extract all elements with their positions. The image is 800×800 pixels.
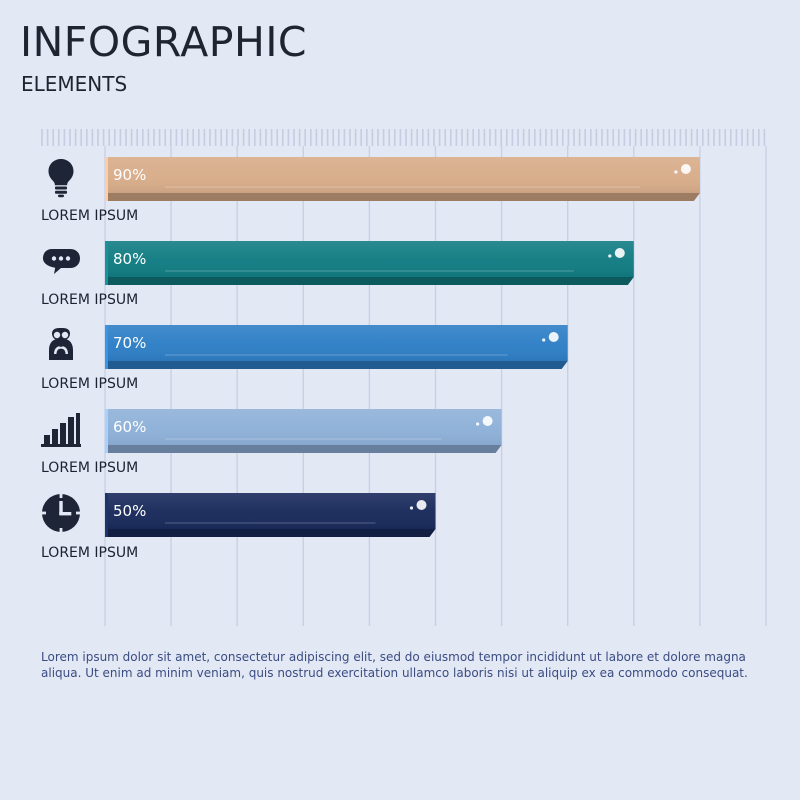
bar-edge — [105, 409, 108, 453]
bar-dot — [614, 248, 625, 258]
bar-bevel — [105, 529, 436, 537]
bar-group: 60% — [105, 409, 502, 453]
category-label: LOREM IPSUM — [41, 208, 139, 224]
bar-gloss — [105, 325, 568, 361]
bar-dot-small — [409, 506, 414, 510]
bar-dot — [416, 500, 427, 510]
category-label: LOREM IPSUM — [41, 545, 139, 561]
bar-bevel — [105, 361, 568, 369]
chat-bubble-icon — [40, 241, 82, 283]
infographic-title: INFOGRAPHIC — [20, 18, 308, 66]
bar-gloss — [105, 157, 700, 193]
bar-value-label: 90% — [113, 166, 146, 184]
bar-group: 90% — [105, 157, 700, 201]
bar-bevel — [105, 445, 502, 453]
bar-edge — [105, 157, 108, 201]
bar-chart: 90% 80% 70% 60% 50% — [41, 129, 767, 626]
bar-group: 70% — [105, 325, 568, 369]
bar-value-label: 80% — [113, 250, 146, 268]
bar-edge — [105, 325, 108, 369]
bar-group: 50% — [105, 493, 436, 537]
bar-group: 80% — [105, 241, 634, 285]
chart-bars: 90% 80% 70% 60% 50% — [105, 157, 700, 537]
bar-dot-small — [476, 422, 480, 426]
bar-dot — [482, 416, 493, 426]
bar-dot-small — [608, 254, 612, 258]
bar-bevel — [105, 193, 700, 201]
bar-dot-small — [674, 170, 678, 174]
lightbulb-icon — [40, 156, 82, 198]
chart-gridlines — [104, 146, 767, 626]
bar-chart-icon — [40, 407, 82, 449]
category-label: LOREM IPSUM — [41, 376, 139, 392]
bar-gloss — [105, 241, 634, 277]
category-label: LOREM IPSUM — [41, 460, 139, 476]
top-ruler — [41, 129, 766, 146]
bar-dot — [680, 164, 691, 174]
bar-dot — [548, 332, 559, 342]
category-label: LOREM IPSUM — [41, 292, 139, 308]
footnote-text: Lorem ipsum dolor sit amet, consectetur … — [41, 650, 748, 680]
clock-icon — [40, 492, 82, 534]
bar-bevel — [105, 277, 634, 285]
bar-dot-small — [542, 338, 546, 342]
bar-value-label: 50% — [113, 502, 146, 520]
bar-edge — [105, 493, 108, 537]
users-icon — [40, 324, 82, 366]
bar-value-label: 70% — [113, 334, 146, 352]
bar-gloss — [105, 409, 502, 445]
infographic-subtitle: ELEMENTS — [21, 72, 128, 96]
bar-value-label: 60% — [113, 418, 146, 436]
bar-edge — [105, 241, 108, 285]
bar-gloss — [105, 493, 436, 529]
